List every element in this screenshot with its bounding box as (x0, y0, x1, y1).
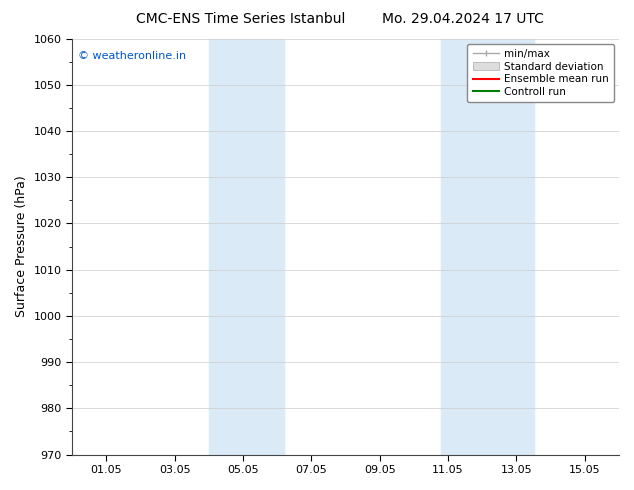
Text: CMC-ENS Time Series Istanbul: CMC-ENS Time Series Istanbul (136, 12, 346, 26)
Bar (209, 39, 284, 455)
Text: Mo. 29.04.2024 17 UTC: Mo. 29.04.2024 17 UTC (382, 12, 544, 26)
Text: © weatheronline.in: © weatheronline.in (77, 51, 186, 61)
Legend: min/max, Standard deviation, Ensemble mean run, Controll run: min/max, Standard deviation, Ensemble me… (467, 44, 614, 102)
Y-axis label: Surface Pressure (hPa): Surface Pressure (hPa) (15, 176, 28, 318)
Bar (441, 39, 534, 455)
